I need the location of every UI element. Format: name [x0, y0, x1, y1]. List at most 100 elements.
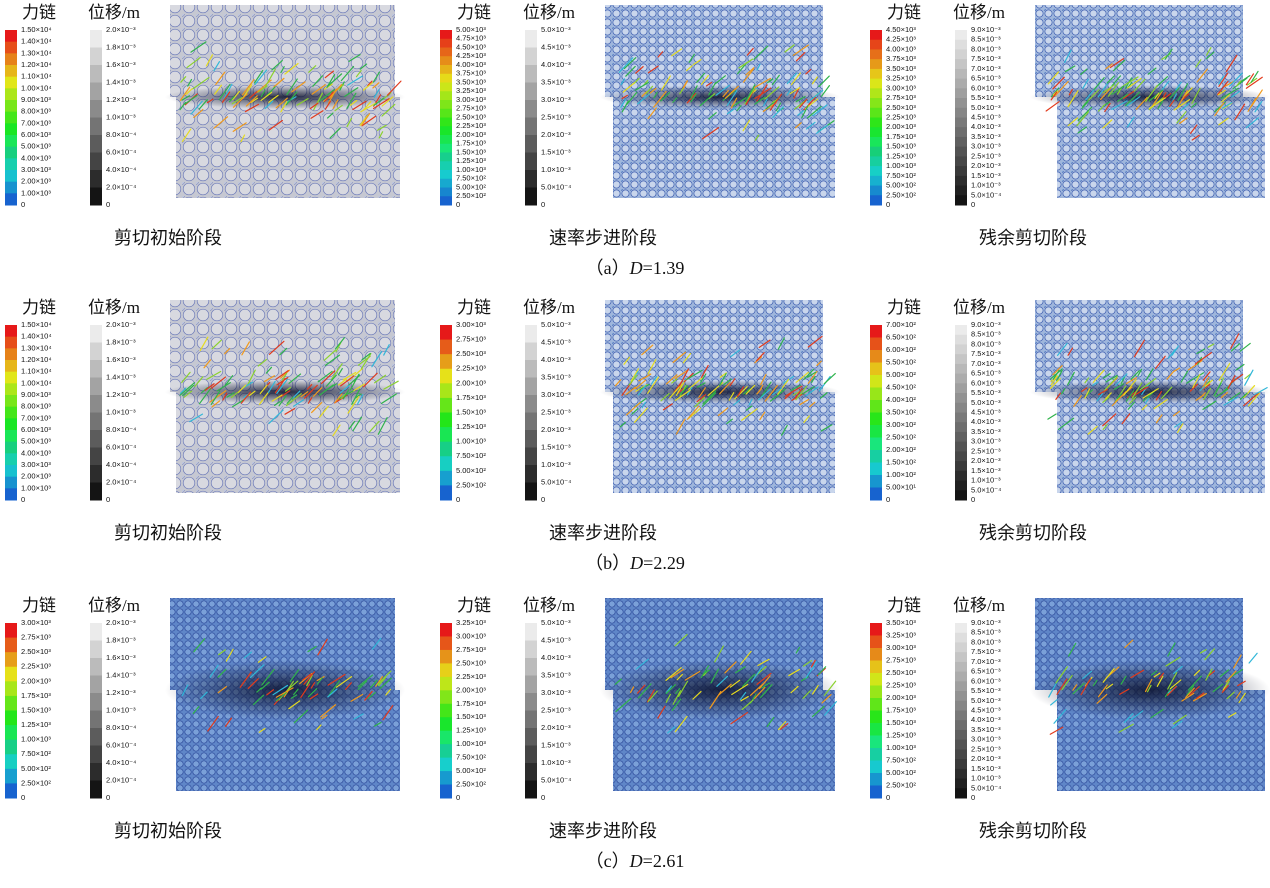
force-tick-label: 5.50×10² [886, 357, 916, 366]
force-chain [795, 95, 806, 103]
disp-tick-label: 1.6×10⁻³ [106, 60, 136, 69]
force-chain [317, 638, 328, 656]
force-chain [293, 709, 309, 724]
force-chain [1214, 102, 1225, 117]
force-chain [245, 95, 258, 107]
force-chain [381, 103, 396, 117]
force-chain [206, 370, 222, 380]
force-chain [641, 344, 654, 356]
force-chain [268, 119, 283, 131]
force-chain [313, 92, 324, 111]
force-chain [1223, 396, 1239, 406]
force-chain [1147, 67, 1157, 75]
force-chain [745, 84, 756, 103]
force-chain [361, 113, 371, 126]
force-chain [221, 91, 231, 103]
force-chain [637, 93, 651, 105]
force-chain [1116, 393, 1122, 400]
disp-tick-label: 1.4×10⁻³ [106, 372, 136, 381]
disp-colorbar-segment [955, 363, 967, 375]
disp-title: 位移/m [523, 3, 575, 22]
specimen-lower [613, 97, 835, 198]
disp-tick-label: 1.8×10⁻³ [106, 337, 136, 346]
force-tick-label: 7.50×10² [886, 755, 916, 764]
force-chain [1187, 675, 1202, 691]
caption: （c）D=2.61 [586, 851, 685, 871]
force-colorbar-segment [870, 748, 882, 761]
force-colorbar-segment [5, 623, 17, 639]
force-chain [1239, 342, 1251, 352]
force-chain [275, 369, 289, 380]
force-chain [359, 114, 369, 126]
force-chain [715, 84, 730, 96]
force-chain [718, 683, 732, 696]
force-chain [1189, 383, 1199, 392]
disp-tick-label: 2.0×10⁻³ [971, 161, 1001, 170]
force-colorbar-segment [440, 143, 452, 153]
force-chain [1227, 375, 1236, 390]
disp-title: 位移/m [88, 596, 140, 615]
force-chain [1097, 104, 1106, 112]
disp-colorbar-segment [955, 39, 967, 50]
force-chain [307, 397, 313, 404]
force-chain [674, 633, 688, 647]
force-chain [647, 690, 658, 702]
force-colorbar-segment [5, 170, 17, 183]
force-chain [373, 89, 380, 98]
force-tick-label: 2.50×10² [456, 780, 486, 789]
force-colorbar-segment [870, 195, 882, 206]
force-tick-label: 5.00×10³ [456, 25, 486, 34]
force-chain [285, 393, 302, 407]
disp-tick-label: 8.0×10⁻³ [971, 339, 1001, 348]
force-tick-label: 1.00×10³ [456, 437, 486, 446]
force-chain [1063, 49, 1072, 64]
disp-colorbar-segment [955, 661, 967, 673]
force-chain [1228, 72, 1243, 87]
disp-colorbar-segment [525, 640, 537, 659]
force-colorbar-segment [440, 368, 452, 384]
force-chain [1166, 370, 1175, 380]
force-tick-label: 2.50×10² [886, 190, 916, 199]
disp-colorbar-segment [525, 325, 537, 343]
force-chain [1097, 684, 1108, 698]
force-tick-label: 0 [456, 495, 460, 504]
force-chain [1186, 685, 1195, 696]
force-chain [228, 95, 235, 103]
force-tick-label: 5.00×10² [456, 466, 486, 475]
force-chain [1052, 76, 1065, 90]
force-chain [764, 384, 778, 402]
force-chain [758, 339, 771, 348]
force-chain [665, 374, 678, 385]
force-colorbar-segment [5, 418, 17, 431]
force-chain [1087, 425, 1098, 435]
force-tick-label: 7.50×10² [456, 753, 486, 762]
disp-colorbar-segment [525, 658, 537, 676]
disp-tick-label: 4.5×10⁻³ [541, 42, 571, 51]
force-chain [361, 352, 371, 361]
disp-tick-label: 7.5×10⁻³ [971, 647, 1001, 656]
disp-colorbar-segment [90, 30, 102, 48]
disp-tick-label: 2.0×10⁻³ [541, 425, 571, 434]
force-chain [714, 75, 726, 85]
force-chain [1172, 714, 1187, 725]
force-chain [326, 73, 343, 88]
force-chain [280, 390, 291, 398]
force-tick-label: 5.00×10² [21, 764, 51, 773]
force-chain [349, 99, 358, 106]
disp-colorbar-segment [955, 480, 967, 491]
force-chain [203, 359, 212, 369]
force-chain [273, 400, 281, 407]
force-tick-label: 4.75×10³ [456, 34, 486, 43]
force-tick-label: 0 [21, 793, 25, 802]
force-tick-label: 8.00×10³ [21, 402, 51, 411]
force-chain [310, 110, 324, 119]
force-tick-label: 4.25×10³ [456, 51, 486, 60]
force-chain [671, 48, 683, 57]
disp-colorbar-segment [90, 780, 102, 799]
force-colorbar-segment [440, 663, 452, 678]
force-chain [1133, 78, 1146, 92]
disp-title: 位移/m [523, 298, 575, 317]
force-colorbar-segment [870, 735, 882, 749]
disp-tick-label: 4.0×10⁻³ [971, 715, 1001, 724]
force-chain [1171, 720, 1183, 729]
